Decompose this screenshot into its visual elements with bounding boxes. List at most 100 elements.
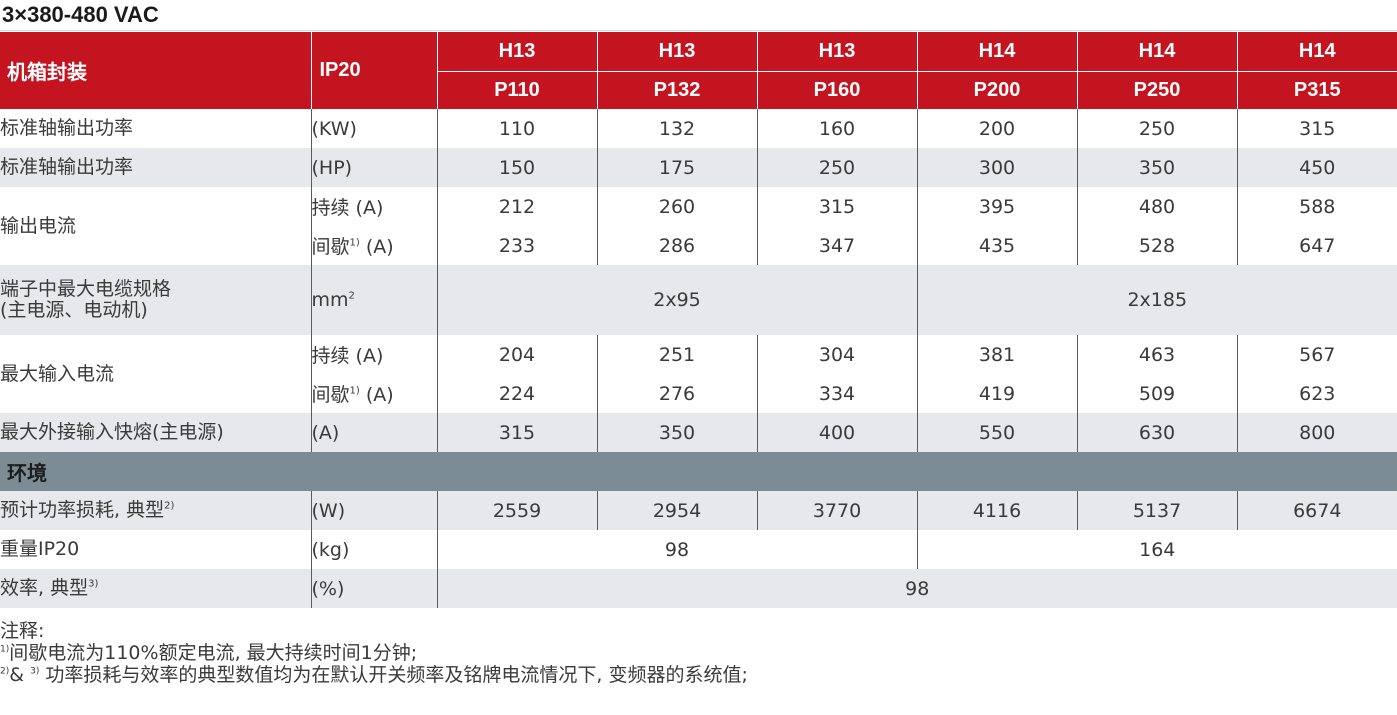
page-title: 3×380-480 VAC bbox=[2, 2, 159, 27]
row-label: 重量IP20 bbox=[0, 538, 80, 560]
value-cell: 623 bbox=[1236, 374, 1397, 413]
value-cell: 800 bbox=[1236, 413, 1397, 452]
value-cell: 212 bbox=[436, 187, 597, 226]
value-cell: 2x95 bbox=[436, 265, 917, 335]
value-cell: 315 bbox=[756, 187, 917, 226]
value-cell: 6674 bbox=[1236, 491, 1397, 530]
row-label: 输出电流 bbox=[0, 214, 77, 237]
row-unit: (HP) bbox=[310, 148, 437, 187]
row-unit: (W) bbox=[310, 491, 437, 530]
value-cell: 250 bbox=[756, 148, 917, 187]
value-cell: 204 bbox=[436, 335, 597, 374]
value-cell: 400 bbox=[756, 413, 917, 452]
section-header-environment: 环境 bbox=[0, 452, 1397, 491]
value-cell: 315 bbox=[1236, 109, 1397, 148]
value-cell: 588 bbox=[1236, 187, 1397, 226]
value-cell: 251 bbox=[596, 335, 757, 374]
value-cell: 233 bbox=[436, 226, 597, 265]
value-cell: 300 bbox=[916, 148, 1077, 187]
value-cell: 260 bbox=[596, 187, 757, 226]
header-model: P315 bbox=[1236, 71, 1397, 109]
row-label: 最大外接输入快熔(主电源) bbox=[0, 413, 311, 452]
spec-table: 机箱封装 IP20 H13 H13 H13 H14 H14 H14 P110 P… bbox=[0, 32, 1397, 608]
value-cell: 647 bbox=[1236, 226, 1397, 265]
header-row-frames: 机箱封装 IP20 H13 H13 H13 H14 H14 H14 bbox=[0, 32, 1397, 109]
row-unit: (KW) bbox=[310, 109, 437, 148]
value-cell: 419 bbox=[916, 374, 1077, 413]
value-cell: 350 bbox=[596, 413, 757, 452]
row-unit: mm2 bbox=[310, 265, 437, 335]
value-cell: 463 bbox=[1076, 335, 1237, 374]
header-model: P132 bbox=[596, 71, 757, 109]
table-row-power-kw: 标准轴输出功率 (KW) 110 132 160 200 250 315 bbox=[0, 109, 1397, 148]
row-label: 标准轴输出功率 bbox=[0, 117, 134, 139]
value-cell: 550 bbox=[916, 413, 1077, 452]
header-frame: H14 bbox=[1076, 32, 1237, 72]
value-cell: 160 bbox=[756, 109, 917, 148]
footnotes: 注释: 1)间歇电流为110%额定电流, 最大持续时间1分钟; 2)& 3) 功… bbox=[0, 620, 1397, 686]
value-cell: 224 bbox=[436, 374, 597, 413]
header-model: P200 bbox=[916, 71, 1077, 109]
value-cell: 435 bbox=[916, 226, 1077, 265]
value-cell: 395 bbox=[916, 187, 1077, 226]
value-cell: 200 bbox=[916, 109, 1077, 148]
table-row-output-current-cont: 输出电流 持续 (A) 212 260 315 395 480 588 bbox=[0, 187, 1397, 236]
table-row-weight: 重量IP20 (kg) 98 164 bbox=[0, 530, 1397, 569]
table-row-input-current-inter: 间歇1) (A) 224 276 334 419 509 623 bbox=[0, 374, 1397, 413]
table-row-fuse: 最大外接输入快熔(主电源) (A) 315 350 400 550 630 80… bbox=[0, 413, 1397, 452]
value-cell: 304 bbox=[756, 335, 917, 374]
row-unit: (A) bbox=[310, 413, 437, 452]
value-cell: 347 bbox=[756, 226, 917, 265]
row-unit: 间歇1) (A) bbox=[310, 226, 437, 265]
value-cell: 98 bbox=[436, 530, 917, 569]
header-model: P160 bbox=[756, 71, 917, 109]
row-label: 效率, 典型3) bbox=[0, 569, 311, 608]
header-frame: H13 bbox=[436, 32, 597, 72]
value-cell: 98 bbox=[436, 569, 1397, 608]
value-cell: 381 bbox=[916, 335, 1077, 374]
value-cell: 175 bbox=[596, 148, 757, 187]
value-cell: 450 bbox=[1236, 148, 1397, 187]
value-cell: 350 bbox=[1076, 148, 1237, 187]
row-unit: 持续 (A) bbox=[310, 335, 437, 374]
value-cell: 2x185 bbox=[916, 265, 1397, 335]
value-cell: 3770 bbox=[756, 491, 917, 530]
value-cell: 567 bbox=[1236, 335, 1397, 374]
row-label: 标准轴输出功率 bbox=[0, 148, 311, 187]
value-cell: 509 bbox=[1076, 374, 1237, 413]
note-1: 1)间歇电流为110%额定电流, 最大持续时间1分钟; bbox=[0, 642, 418, 664]
note-2: 2)& 3) 功率损耗与效率的典型数值均为在默认开关频率及铭牌电流情况下, 变频… bbox=[0, 664, 748, 686]
value-cell: 110 bbox=[436, 109, 597, 148]
table-row-cable: 端子中最大电缆规格 (主电源、电动机) mm2 2x95 2x185 bbox=[0, 265, 1397, 335]
notes-heading: 注释: bbox=[0, 620, 45, 642]
title-divider bbox=[0, 30, 1397, 31]
section-title: 环境 bbox=[0, 452, 1397, 491]
value-cell: 5137 bbox=[1076, 491, 1237, 530]
value-cell: 315 bbox=[436, 413, 597, 452]
value-cell: 630 bbox=[1076, 413, 1237, 452]
header-ip: IP20 bbox=[310, 32, 437, 109]
header-frame: H13 bbox=[756, 32, 917, 72]
row-unit: 间歇1) (A) bbox=[310, 374, 437, 413]
row-unit: 持续 (A) bbox=[310, 187, 437, 226]
value-cell: 334 bbox=[756, 374, 917, 413]
header-model: P110 bbox=[436, 71, 597, 109]
table-row-output-current-inter: 间歇1) (A) 233 286 347 435 528 647 bbox=[0, 226, 1397, 265]
row-unit: (kg) bbox=[310, 530, 437, 569]
value-cell: 4116 bbox=[916, 491, 1077, 530]
row-label: 最大输入电流 bbox=[0, 362, 115, 385]
row-label: 端子中最大电缆规格 (主电源、电动机) bbox=[0, 265, 311, 335]
table-row-power-hp: 标准轴输出功率 (HP) 150 175 250 300 350 450 bbox=[0, 148, 1397, 187]
row-unit: (%) bbox=[310, 569, 437, 608]
header-frame: H13 bbox=[596, 32, 757, 72]
value-cell: 528 bbox=[1076, 226, 1237, 265]
table-row-loss: 预计功率损耗, 典型2) (W) 2559 2954 3770 4116 513… bbox=[0, 491, 1397, 530]
header-frame: H14 bbox=[1236, 32, 1397, 72]
value-cell: 2559 bbox=[436, 491, 597, 530]
value-cell: 276 bbox=[596, 374, 757, 413]
value-cell: 286 bbox=[596, 226, 757, 265]
row-label: 预计功率损耗, 典型2) bbox=[0, 491, 311, 530]
value-cell: 150 bbox=[436, 148, 597, 187]
header-label: 机箱封装 bbox=[0, 32, 311, 109]
table-row-efficiency: 效率, 典型3) (%) 98 bbox=[0, 569, 1397, 608]
